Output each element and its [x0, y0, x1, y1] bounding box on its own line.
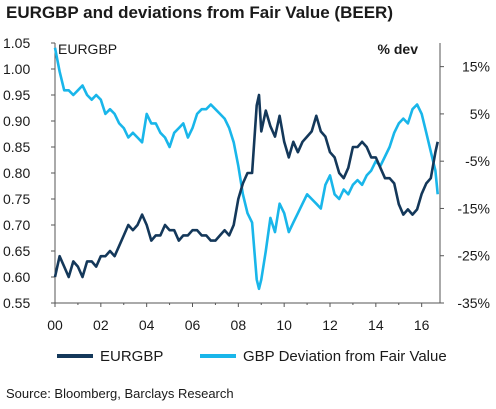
x-tick-label: 12: [322, 317, 338, 333]
left-tick-label: 0.80: [3, 165, 30, 181]
x-tick-label: 14: [368, 317, 384, 333]
legend-eurgbp-label: EURGBP: [100, 348, 163, 365]
right-tick-label: 5%: [470, 106, 490, 122]
x-tick-label: 16: [414, 317, 430, 333]
left-tick-label: 0.70: [3, 217, 30, 233]
x-tick-label: 10: [276, 317, 292, 333]
x-tick-label: 00: [47, 317, 63, 333]
left-tick-label: 0.60: [3, 269, 30, 285]
legend-deviation-label: GBP Deviation from Fair Value: [243, 348, 447, 365]
right-tick-label: -25%: [457, 248, 490, 264]
right-tick-label: 15%: [462, 59, 490, 75]
left-tick-label: 0.90: [3, 113, 30, 129]
right-tick-label: -5%: [465, 153, 490, 169]
x-tick-label: 06: [185, 317, 201, 333]
source-note: Source: Bloomberg, Barclays Research: [6, 386, 234, 401]
chart-legend: EURGBP GBP Deviation from Fair Value: [57, 348, 447, 365]
x-tick-label: 02: [93, 317, 109, 333]
left-axis-unit: EURGBP: [58, 41, 117, 57]
left-tick-label: 1.00: [3, 61, 30, 77]
right-axis-unit: % dev: [378, 41, 419, 57]
chart-title: EURGBP and deviations from Fair Value (B…: [6, 3, 393, 22]
chart-axes: 1.05 1.00 0.95 0.90 0.85 0.80 0.75 0.70 0.65 0.60…: [3, 35, 490, 333]
right-tick-label: -15%: [457, 200, 490, 216]
left-tick-label: 0.85: [3, 139, 30, 155]
right-tick-label: -35%: [457, 295, 490, 311]
x-tick-label: 08: [231, 317, 247, 333]
left-tick-label: 0.55: [3, 295, 30, 311]
left-tick-label: 0.65: [3, 243, 30, 259]
deviation-line: [53, 47, 439, 291]
left-tick-label: 0.95: [3, 87, 30, 103]
left-tick-label: 1.05: [3, 35, 30, 51]
x-tick-label: 04: [139, 317, 155, 333]
eurgbp-line: [53, 93, 439, 279]
chart-series: [53, 47, 439, 291]
left-tick-label: 0.75: [3, 191, 30, 207]
